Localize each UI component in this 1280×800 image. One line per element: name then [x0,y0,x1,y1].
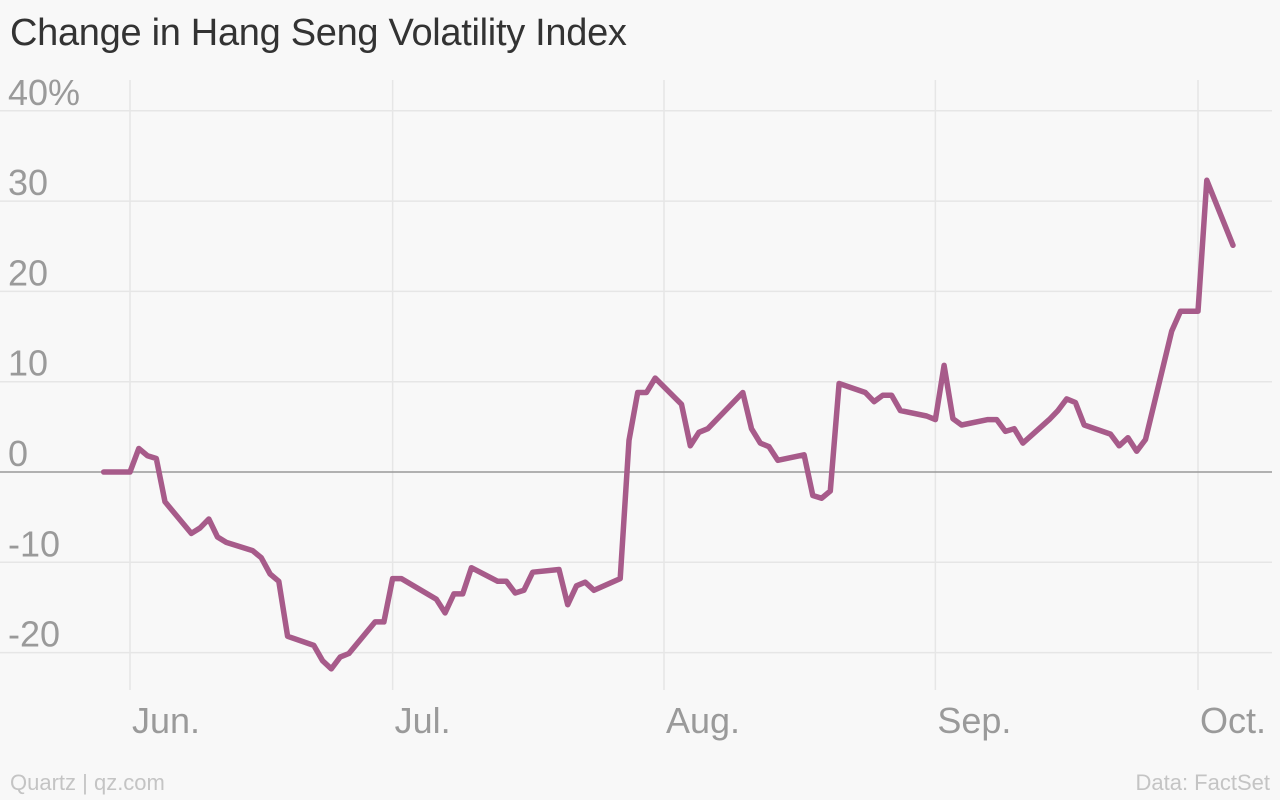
series-lines [100,177,1236,672]
y-tick-label: 20 [8,252,48,293]
y-tick-label: -10 [8,523,60,564]
y-axis-tick-labels: 40% 30 20 10 0 -10 -20 [8,72,80,655]
x-gridlines [129,80,1199,690]
footer-source: Data: FactSet [1135,770,1270,795]
y-tick-label: 10 [8,343,48,384]
x-tick-label: Oct. [1200,700,1266,741]
x-tick-label: Aug. [666,700,740,741]
x-tick-label: Sep. [937,700,1011,741]
chart-title: Change in Hang Seng Volatility Index [10,12,627,54]
footer-credit: Quartz | qz.com [10,770,165,795]
x-tick-label: Jul. [395,700,451,741]
x-axis-tick-labels: Jun. Jul. Aug. Sep. Oct. [132,700,1266,741]
series-line [100,177,1236,672]
y-tick-label: 30 [8,162,48,203]
y-tick-label: 40% [8,72,80,113]
y-gridlines [0,110,1272,654]
y-tick-label: 0 [8,433,28,474]
x-tick-label: Jun. [132,700,200,741]
y-tick-label: -20 [8,614,60,655]
